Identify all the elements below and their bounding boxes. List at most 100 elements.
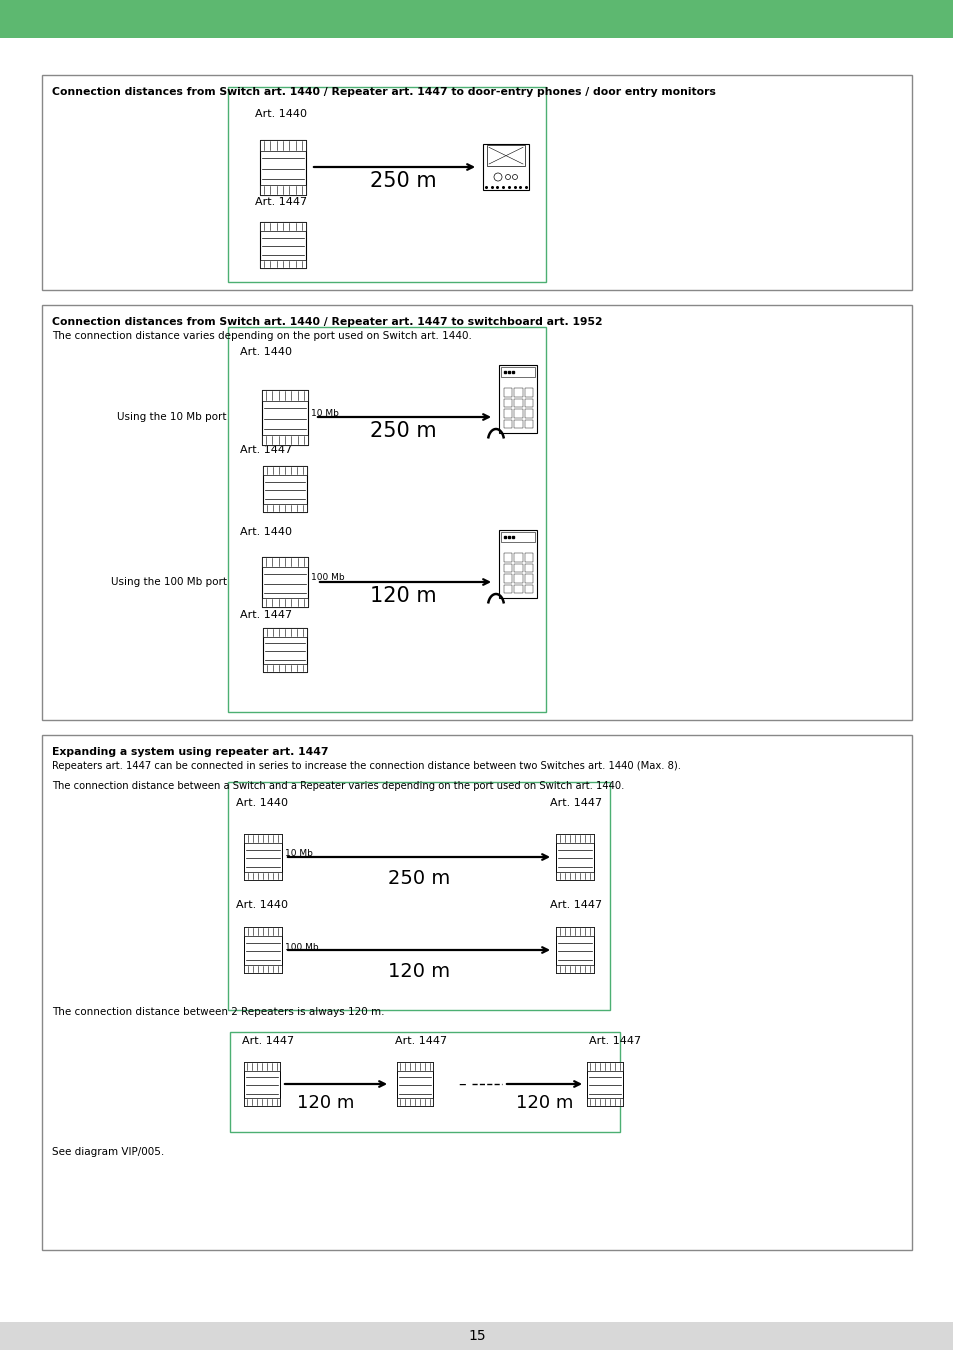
Bar <box>262 390 308 401</box>
Bar <box>396 1062 433 1106</box>
Bar <box>263 466 307 475</box>
Text: 120 m: 120 m <box>297 1094 355 1112</box>
Bar <box>244 834 282 844</box>
Bar <box>244 1062 280 1071</box>
Bar <box>262 435 308 444</box>
Bar <box>42 305 911 720</box>
Bar <box>244 1098 280 1106</box>
Bar <box>396 1062 433 1071</box>
Bar <box>498 531 537 598</box>
Bar <box>524 398 533 406</box>
Text: 10 Mb: 10 Mb <box>285 849 313 859</box>
Bar <box>524 420 533 428</box>
Bar <box>244 965 282 973</box>
Bar <box>230 1031 619 1133</box>
Text: Art. 1440: Art. 1440 <box>254 109 307 119</box>
Bar <box>556 927 594 936</box>
Bar <box>503 574 512 582</box>
Text: Connection distances from Switch art. 1440 / Repeater art. 1447 to switchboard a: Connection distances from Switch art. 14… <box>52 317 602 327</box>
Bar <box>586 1098 622 1106</box>
Bar <box>260 139 306 150</box>
Text: 100 Mb: 100 Mb <box>285 942 318 952</box>
Bar <box>500 367 535 377</box>
Text: Connection distances from Switch art. 1440 / Repeater art. 1447 to door-entry ph: Connection distances from Switch art. 14… <box>52 86 715 97</box>
Bar <box>244 927 282 936</box>
Text: 250 m: 250 m <box>370 171 436 190</box>
Text: Art. 1447: Art. 1447 <box>588 1035 640 1046</box>
Bar <box>244 927 282 973</box>
Text: The connection distance between a Switch and a Repeater varies depending on the : The connection distance between a Switch… <box>52 782 623 791</box>
Bar <box>42 76 911 290</box>
Bar <box>514 409 522 417</box>
Bar <box>42 734 911 1250</box>
Text: 120 m: 120 m <box>370 586 436 606</box>
Text: 100 Mb: 100 Mb <box>311 574 344 582</box>
Bar <box>514 574 522 582</box>
Bar <box>514 554 522 562</box>
Bar <box>260 221 306 231</box>
Text: Art. 1440: Art. 1440 <box>240 347 292 356</box>
Bar <box>263 466 307 512</box>
Bar <box>586 1062 622 1106</box>
Bar <box>263 504 307 512</box>
Text: 10 Mb: 10 Mb <box>311 409 338 417</box>
Text: Art. 1447: Art. 1447 <box>549 900 601 910</box>
Bar <box>260 259 306 269</box>
Text: Art. 1447: Art. 1447 <box>240 610 292 620</box>
Bar <box>586 1062 622 1071</box>
Bar <box>262 558 308 567</box>
Text: –: – <box>457 1076 465 1092</box>
Bar <box>262 390 308 444</box>
Text: Art. 1440: Art. 1440 <box>240 526 292 537</box>
Bar <box>228 327 545 711</box>
Text: Art. 1447: Art. 1447 <box>240 446 292 455</box>
Text: Using the 100 Mb port: Using the 100 Mb port <box>111 576 227 587</box>
Bar <box>524 554 533 562</box>
Bar <box>0 1322 953 1350</box>
Bar <box>503 585 512 593</box>
Bar <box>262 598 308 608</box>
Bar <box>262 558 308 608</box>
Bar <box>514 420 522 428</box>
Bar <box>260 221 306 269</box>
Text: 250 m: 250 m <box>370 421 436 441</box>
Text: Art. 1447: Art. 1447 <box>242 1035 294 1046</box>
Bar <box>263 628 307 672</box>
Bar <box>498 364 537 433</box>
Bar <box>244 1062 280 1106</box>
Bar <box>486 146 524 166</box>
Text: 120 m: 120 m <box>388 963 450 981</box>
Bar <box>514 387 522 397</box>
Bar <box>556 834 594 880</box>
Bar <box>263 664 307 672</box>
Bar <box>556 872 594 880</box>
Bar <box>503 563 512 572</box>
Text: Using the 10 Mb port: Using the 10 Mb port <box>117 412 227 423</box>
Bar <box>260 185 306 194</box>
Bar <box>503 387 512 397</box>
Bar <box>524 387 533 397</box>
Bar <box>228 782 609 1010</box>
Bar <box>556 834 594 844</box>
Bar <box>503 554 512 562</box>
Circle shape <box>505 174 510 180</box>
Bar <box>244 872 282 880</box>
Bar <box>556 927 594 973</box>
Bar <box>524 409 533 417</box>
Circle shape <box>494 173 501 181</box>
Bar <box>524 585 533 593</box>
Text: Art. 1440: Art. 1440 <box>235 900 288 910</box>
Text: 120 m: 120 m <box>516 1094 573 1112</box>
Text: 250 m: 250 m <box>388 869 450 888</box>
Bar <box>263 628 307 637</box>
Text: Repeaters art. 1447 can be connected in series to increase the connection distan: Repeaters art. 1447 can be connected in … <box>52 761 680 771</box>
Bar <box>396 1098 433 1106</box>
Bar <box>514 563 522 572</box>
Text: The connection distance varies depending on the port used on Switch art. 1440.: The connection distance varies depending… <box>52 331 472 342</box>
Bar <box>0 0 953 38</box>
Bar <box>514 398 522 406</box>
Text: The connection distance between 2 Repeaters is always 120 m.: The connection distance between 2 Repeat… <box>52 1007 384 1017</box>
Bar <box>524 574 533 582</box>
Bar <box>524 563 533 572</box>
Bar <box>482 144 529 190</box>
